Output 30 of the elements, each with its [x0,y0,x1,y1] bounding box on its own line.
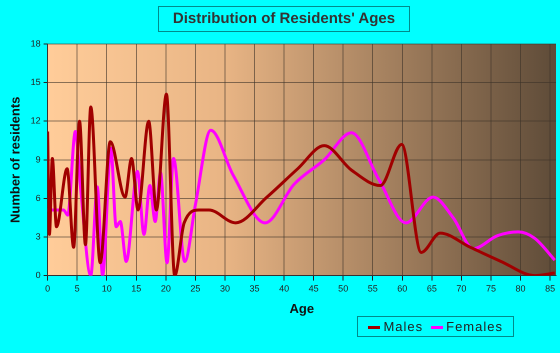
x-tick-label: 35 [250,283,260,294]
y-tick-label: 0 [36,270,41,280]
chart-title: Distribution of Residents' Ages [158,6,410,32]
x-tick-label: 55 [368,283,378,294]
y-tick-label: 6 [36,192,41,203]
x-tick-label: 85 [545,283,556,294]
x-tick-label: 25 [190,283,200,294]
x-tick-label: 30 [220,283,230,294]
x-tick-label: 45 [308,283,319,294]
y-tick-label: 3 [36,231,41,242]
x-tick-label: 40 [279,283,290,294]
x-tick-label: 20 [160,283,171,294]
x-tick-label: 60 [397,283,408,294]
y-tick-label: 18 [30,38,41,48]
x-tick-label: 15 [131,283,142,294]
x-tick-label: 70 [456,283,466,294]
y-tick-label: 12 [30,116,41,126]
x-tick-label: 80 [516,283,526,294]
x-tick-label: 65 [426,283,437,294]
x-axis-title: Age [290,300,314,316]
y-axis-title: Number of residents [7,96,22,224]
x-tick-label: 0 [45,283,50,294]
x-tick-label: 10 [102,283,112,294]
x-tick-label: 5 [74,283,80,294]
legend-label: Females [445,319,503,334]
legend-label: Males [382,319,424,334]
x-tick-label: 50 [338,283,348,294]
y-tick-label: 9 [36,154,41,164]
y-tick-label: 15 [30,77,41,88]
x-tick-label: 75 [486,283,496,294]
